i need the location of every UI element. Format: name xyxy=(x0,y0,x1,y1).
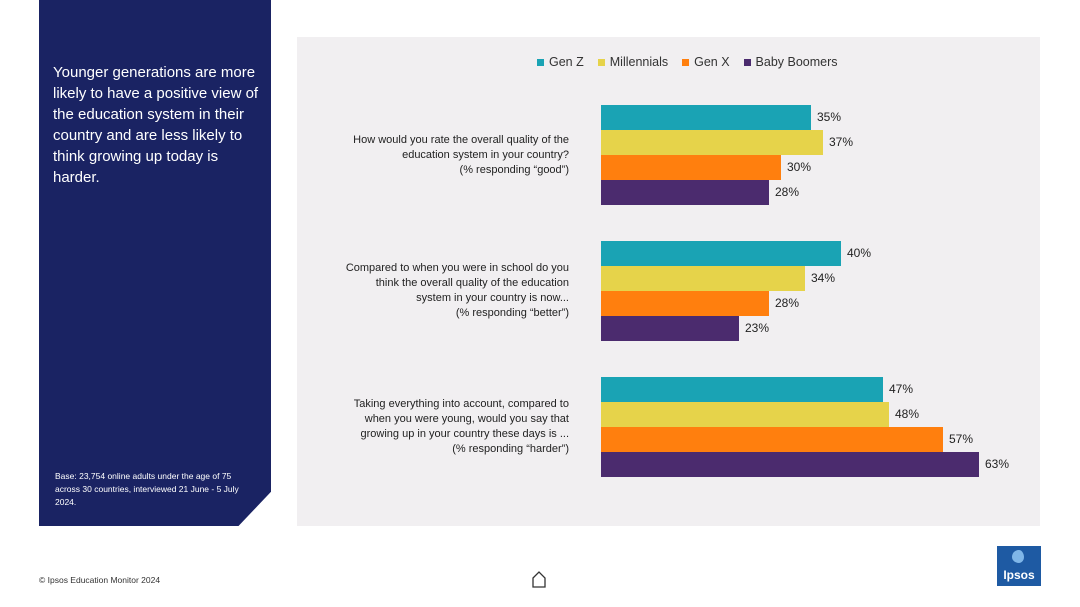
bar-row: 30% xyxy=(601,155,1021,180)
base-note: Base: 23,754 online adults under the age… xyxy=(55,471,239,507)
bar-row: 47% xyxy=(601,377,1021,402)
bar-value-label: 35% xyxy=(817,110,842,124)
question-line: Compared to when you were in school do y… xyxy=(345,262,569,274)
home-icon[interactable] xyxy=(531,570,547,588)
question-line: system in your country is now... xyxy=(416,292,569,304)
question-line: think the overall quality of the educati… xyxy=(375,277,569,289)
bar-gen-x xyxy=(601,291,769,316)
bar-gen-x xyxy=(601,155,781,180)
bar-group-2: 40% 34% 28% 23% xyxy=(601,241,1021,341)
bar-value-label: 40% xyxy=(847,246,872,260)
legend-item-gen-x: Gen X xyxy=(682,55,730,69)
bar-value-label: 63% xyxy=(985,457,1010,471)
legend-swatch-gen-z xyxy=(537,58,544,66)
sidebar-panel: Younger generations are more likely to h… xyxy=(39,0,271,526)
bar-value-label: 23% xyxy=(745,321,770,335)
question-line: (% responding “harder”) xyxy=(452,443,569,455)
question-line: when you were young, would you say that xyxy=(364,413,569,425)
footer-copyright: © Ipsos Education Monitor 2024 xyxy=(39,575,161,585)
legend-label-gen-x: Gen X xyxy=(694,55,730,69)
bar-row: 48% xyxy=(601,402,1021,427)
bar-gen-x xyxy=(601,427,943,452)
legend-swatch-millennials xyxy=(597,58,605,66)
question-line: (% responding “better”) xyxy=(455,307,569,319)
question-line: education system in your country? xyxy=(402,148,569,161)
logo-text: Ipsos xyxy=(1003,568,1035,582)
chart-panel: Gen Z Millennials Gen X Baby Boomers How wo… xyxy=(297,37,1040,526)
question-line: Taking everything into account, compared… xyxy=(353,398,569,410)
chart-legend: Gen Z Millennials Gen X Baby Boomers xyxy=(537,55,838,69)
bar-value-label: 34% xyxy=(811,271,836,285)
bar-value-label: 30% xyxy=(787,160,812,174)
legend-label-baby-boomers: Baby Boomers xyxy=(755,55,838,69)
bar-value-label: 47% xyxy=(889,382,914,396)
bar-gen-z xyxy=(601,377,883,402)
bar-millennials xyxy=(601,402,889,427)
legend-item-gen-z: Gen Z xyxy=(537,55,584,69)
legend-item-baby-boomers: Baby Boomers xyxy=(743,55,838,69)
bar-millennials xyxy=(601,266,805,291)
bar-millennials xyxy=(601,130,823,155)
bar-row: 63% xyxy=(601,452,1021,477)
bar-row: 37% xyxy=(601,130,1021,155)
ipsos-logo: Ipsos xyxy=(997,546,1041,586)
question-line: growing up in your country these days is… xyxy=(360,428,570,440)
legend-swatch-baby-boomers xyxy=(743,58,751,66)
question-line: (% responding “good”) xyxy=(459,163,569,176)
bar-baby-boomers xyxy=(601,180,769,205)
bar-row: 40% xyxy=(601,241,1021,266)
bar-value-label: 28% xyxy=(775,296,800,310)
bar-row: 28% xyxy=(601,291,1021,316)
bar-gen-z xyxy=(601,241,841,266)
question-label-3: Taking everything into account, compared… xyxy=(297,397,569,457)
bar-gen-z xyxy=(601,105,811,130)
question-label-2: Compared to when you were in school do y… xyxy=(297,261,569,321)
logo-mark-icon xyxy=(1012,550,1024,563)
bar-row: 35% xyxy=(601,105,1021,130)
bar-row: 34% xyxy=(601,266,1021,291)
legend-label-gen-z: Gen Z xyxy=(549,55,584,69)
bar-row: 57% xyxy=(601,427,1021,452)
legend-item-millennials: Millennials xyxy=(597,55,669,69)
bar-value-label: 57% xyxy=(949,432,974,446)
bar-group-3: 47% 48% 57% 63% xyxy=(601,377,1021,477)
bar-group-1: 35% 37% 30% 28% xyxy=(601,105,1021,205)
headline: Younger generations are more likely to h… xyxy=(53,64,259,186)
bar-row: 28% xyxy=(601,180,1021,205)
bar-value-label: 48% xyxy=(895,407,920,421)
bar-value-label: 28% xyxy=(775,185,800,199)
bar-row: 23% xyxy=(601,316,1021,341)
question-line: How would you rate the overall quality o… xyxy=(353,133,569,146)
bar-baby-boomers xyxy=(601,316,739,341)
bar-baby-boomers xyxy=(601,452,979,477)
legend-label-millennials: Millennials xyxy=(609,55,669,69)
legend-swatch-gen-x xyxy=(682,58,690,66)
bar-value-label: 37% xyxy=(829,135,854,149)
question-label-1: How would you rate the overall quality o… xyxy=(297,133,569,178)
